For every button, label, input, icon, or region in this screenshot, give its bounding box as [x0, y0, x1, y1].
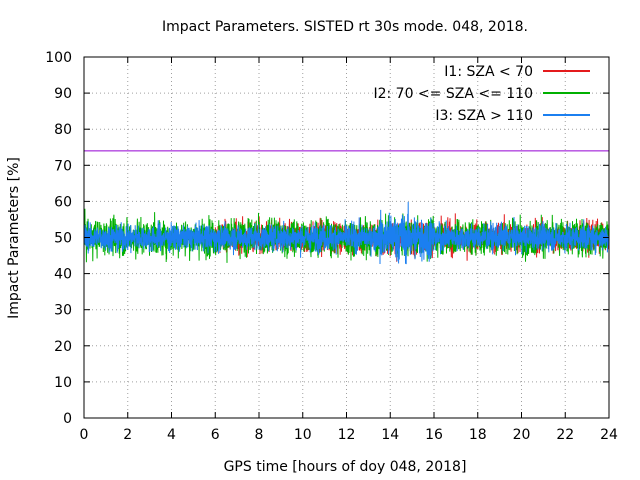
x-tick-label-12: 12	[338, 427, 356, 443]
x-tick-label-8: 8	[255, 427, 264, 443]
legend-label-2: I2: 70 <= SZA <= 110	[373, 86, 533, 102]
y-tick-label-60: 60	[54, 194, 72, 210]
y-tick-label-10: 10	[54, 375, 72, 391]
x-tick-label-6: 6	[211, 427, 220, 443]
tick-marks	[83, 56, 610, 419]
x-tick-label-10: 10	[294, 427, 312, 443]
x-tick-label-2: 2	[123, 427, 132, 443]
x-tick-label-4: 4	[167, 427, 176, 443]
y-tick-label-100: 100	[45, 50, 72, 66]
y-tick-label-80: 80	[54, 122, 72, 138]
tick-labels: 0 2 4 6 8 10 12 14 16 18 20 22 240102030405060708090…	[45, 50, 618, 443]
x-tick-label-18: 18	[469, 427, 487, 443]
x-tick-label-20: 20	[513, 427, 531, 443]
y-tick-label-50: 50	[54, 231, 72, 247]
x-tick-label-14: 14	[381, 427, 399, 443]
x-tick-label-16: 16	[425, 427, 443, 443]
y-tick-label-20: 20	[54, 339, 72, 355]
y-tick-label-70: 70	[54, 158, 72, 174]
y-tick-label-90: 90	[54, 86, 72, 102]
y-tick-label-30: 30	[54, 303, 72, 319]
x-tick-label-22: 22	[556, 427, 574, 443]
series-line-3	[83, 201, 610, 265]
legend-label-1: I1: SZA < 70	[444, 64, 533, 80]
legend: I1: SZA < 70 I2: 70 <= SZA <= 110 I3: SZA …	[373, 64, 590, 124]
y-tick-label-40: 40	[54, 267, 72, 283]
chart-title: Impact Parameters. SISTED rt 30s mode. 0…	[162, 19, 528, 35]
legend-label-3: I3: SZA > 110	[435, 108, 533, 124]
x-tick-label-0: 0	[80, 427, 89, 443]
x-tick-label-24: 24	[600, 427, 618, 443]
y-tick-label-0: 0	[63, 411, 72, 427]
y-axis-label: Impact Parameters [%]	[6, 157, 22, 319]
x-axis-label: GPS time [hours of doy 048, 2018]	[224, 459, 467, 475]
series-group	[83, 201, 610, 265]
